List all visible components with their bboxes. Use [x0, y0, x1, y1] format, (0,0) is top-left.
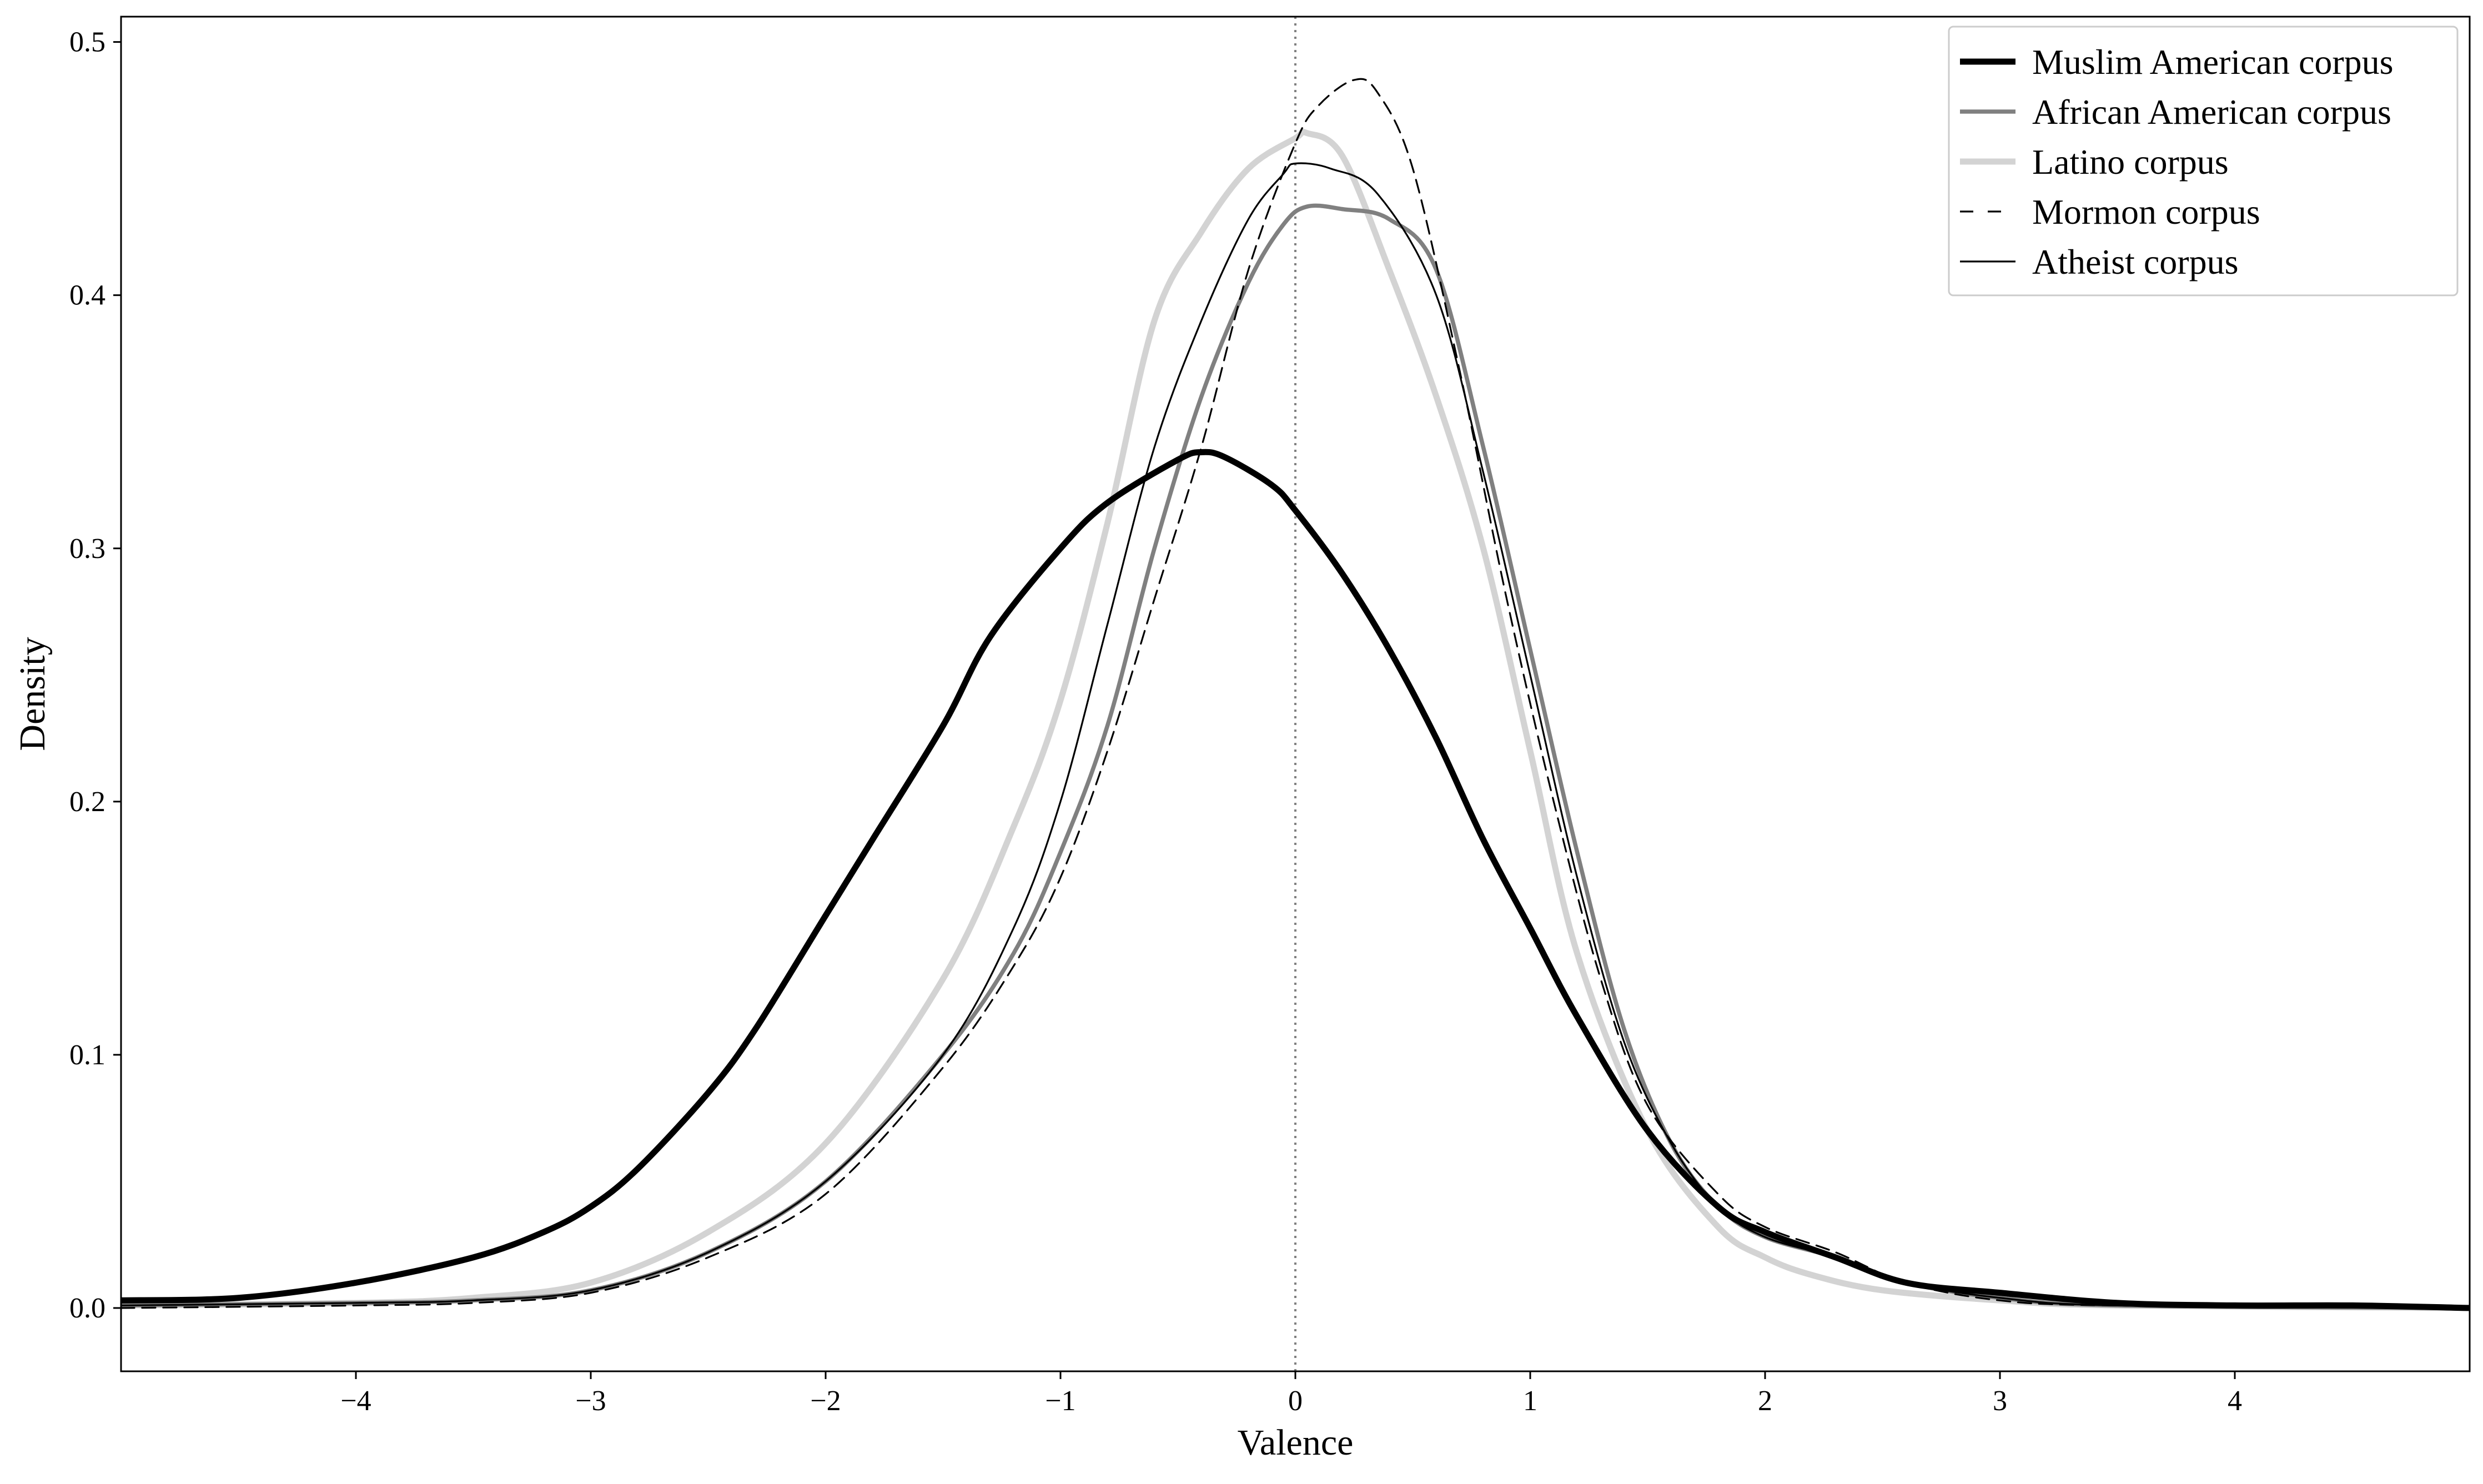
y-tick-label: 0.1	[69, 1039, 105, 1071]
x-tick-label: 0	[1288, 1385, 1303, 1417]
legend-label: African American corpus	[2032, 92, 2391, 132]
axes-layer: −4 −3 −2 −1 0 1 2 3 4 0.0 0.1 0.2 0.3 0.4 0.5	[69, 16, 2471, 1417]
series-line-mormon-corpus	[121, 78, 2470, 1309]
x-tick-label: 4	[2228, 1385, 2242, 1417]
x-tick-label: 3	[1993, 1385, 2007, 1417]
chart-legend: Muslim American corpus African American c…	[1948, 26, 2459, 296]
y-axis-label: Density	[12, 637, 53, 751]
series-layer	[121, 17, 2470, 1371]
x-tick-label: −3	[575, 1385, 606, 1417]
series-line-latino-corpus	[121, 128, 2470, 1311]
x-tick-label: 2	[1758, 1385, 1772, 1417]
legend-label: Atheist corpus	[2032, 242, 2239, 281]
x-tick-label: −2	[810, 1385, 841, 1417]
y-tick-label: 0.4	[69, 280, 105, 311]
y-tick-label: 0.3	[69, 533, 105, 565]
legend-label: Latino corpus	[2032, 142, 2229, 182]
series-line-atheist-corpus	[121, 162, 2470, 1309]
y-tick-label: 0.0	[69, 1292, 105, 1324]
legend-label: Mormon corpus	[2032, 192, 2260, 232]
series-line-muslim-american-corpus	[121, 449, 2470, 1311]
legend-box	[1948, 26, 2459, 296]
x-tick-label: −1	[1045, 1385, 1075, 1417]
x-tick-label: −4	[340, 1385, 371, 1417]
y-tick-label: 0.2	[69, 786, 105, 818]
legend-label: Muslim American corpus	[2032, 42, 2394, 82]
x-tick-label: 1	[1523, 1385, 1537, 1417]
x-axis-label: Valence	[1238, 1422, 1354, 1463]
y-tick-label: 0.5	[69, 27, 105, 58]
